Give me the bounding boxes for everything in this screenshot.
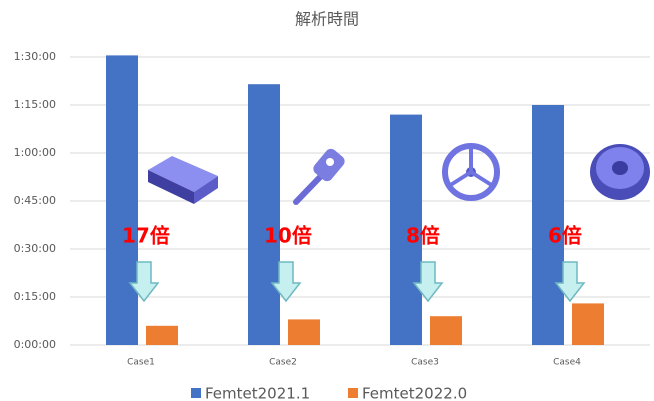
bar: [430, 316, 462, 345]
bar: [390, 114, 422, 345]
icon-fan: [590, 144, 650, 200]
annotation: 6倍: [548, 224, 582, 248]
annotation: 17倍: [122, 224, 170, 248]
y-tick-label: 1:15:00: [14, 98, 56, 111]
bar: [572, 303, 604, 345]
chart-title: 解析時間: [295, 10, 359, 29]
x-tick-label: Case1: [127, 358, 155, 368]
legend-swatch: [191, 388, 201, 398]
y-tick-label: 0:30:00: [14, 242, 56, 255]
annotation: 8倍: [406, 224, 440, 248]
arrow: [128, 261, 160, 303]
icon-chip: [148, 156, 218, 204]
legend-label: Femtet2022.0: [362, 385, 467, 401]
x-tick-label: Case4: [553, 358, 581, 368]
arrow: [412, 261, 444, 303]
annotation: 10倍: [264, 224, 312, 248]
icon-wheel: [442, 143, 500, 201]
bar: [288, 319, 320, 345]
y-tick-label: 0:00:00: [14, 338, 56, 351]
legend-swatch: [348, 388, 358, 398]
x-tick-label: Case2: [269, 358, 297, 368]
y-tick-label: 1:00:00: [14, 146, 56, 159]
legend-label: Femtet2021.1: [205, 385, 310, 401]
arrow: [270, 261, 302, 303]
bar: [106, 55, 138, 346]
bar: [146, 325, 178, 345]
bar: [248, 84, 280, 345]
y-tick-label: 1:30:00: [14, 50, 56, 63]
y-tick-label: 0:15:00: [14, 290, 56, 303]
y-tick-label: 0:45:00: [14, 194, 56, 207]
icon-wrench: [293, 148, 345, 205]
bar: [532, 105, 564, 345]
x-tick-label: Case3: [411, 358, 439, 368]
arrow: [554, 261, 586, 303]
